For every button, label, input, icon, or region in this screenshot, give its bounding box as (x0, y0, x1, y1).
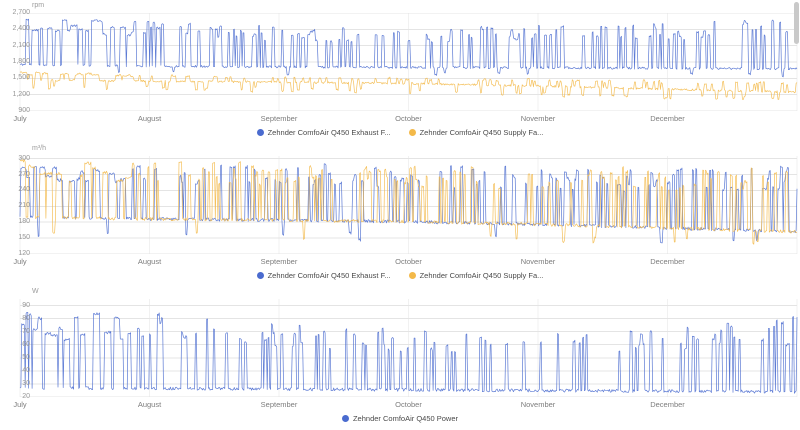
x-axis-month-label: July (13, 114, 27, 123)
y-axis-tick-label: 210 (18, 202, 30, 210)
legend-label: Zehnder ComfoAir Q450 Supply Fa... (419, 127, 544, 137)
y-axis-tick-label: 40 (22, 366, 30, 374)
x-axis-month-label: August (137, 257, 162, 266)
x-axis-month-label: September (260, 114, 298, 123)
chart-panel-airflow: m³/h 300 270 240 210 180 150 120 July August Sep… (0, 143, 800, 286)
x-axis-month-label: December (650, 400, 685, 409)
x-axis-month-label: November (520, 400, 556, 409)
y-axis-tick-label: 1,200 (12, 90, 30, 98)
y-axis-tick-label: 50 (22, 353, 30, 361)
chart-canvas (19, 299, 798, 397)
x-axis-month-label: December (650, 114, 685, 123)
y-axis-tick-label: 2,100 (12, 41, 30, 49)
legend-item[interactable]: Zehnder ComfoAir Q450 Exhaust F... (256, 127, 391, 137)
x-axis-month-label: September (260, 400, 298, 409)
y-axis-tick-label: 240 (18, 186, 30, 194)
chart-canvas (19, 156, 798, 254)
y-axis-tick-label: 70 (22, 327, 30, 335)
chart-panel-power: W 90 80 70 60 50 40 30 20 July August September Oc… (0, 286, 800, 430)
x-axis-month-label: September (260, 257, 298, 266)
y-axis-tick-label: 180 (18, 218, 30, 226)
series-line-1 (19, 71, 798, 100)
chart-plot-area[interactable]: 300 270 240 210 180 150 120 (0, 154, 800, 257)
x-axis-month-label: November (520, 257, 556, 266)
legend-label: Zehnder ComfoAir Q450 Exhaust F... (267, 270, 391, 280)
x-axis-month-label: October (395, 114, 422, 123)
chart-legend: Zehnder ComfoAir Q450 Exhaust F... Zehnde… (0, 126, 800, 138)
legend-label: Zehnder ComfoAir Q450 Exhaust F... (267, 127, 391, 137)
y-axis-tick-label: 80 (22, 314, 30, 322)
series-line-1 (20, 159, 798, 245)
y-axis-tick-label: 20 (22, 393, 30, 400)
legend-dot-icon (408, 128, 416, 136)
legend-dot-icon (341, 414, 349, 422)
legend-item[interactable]: Zehnder ComfoAir Q450 Supply Fa... (408, 270, 544, 280)
x-axis: July August September October November Decemb… (0, 400, 800, 410)
y-axis-tick-label: 900 (18, 107, 30, 114)
chart-legend: Zehnder ComfoAir Q450 Exhaust F... Zehnde… (0, 269, 800, 281)
legend-item[interactable]: Zehnder ComfoAir Q450 Power (341, 413, 459, 423)
y-axis-tick-label: 30 (22, 379, 30, 387)
legend-dot-icon (256, 271, 264, 279)
x-axis-month-label: December (650, 257, 685, 266)
y-axis-tick-label: 1,500 (12, 74, 30, 82)
x-axis-month-label: October (395, 400, 422, 409)
x-axis-month-label: July (13, 257, 27, 266)
y-axis-unit-label: rpm (32, 2, 45, 9)
legend-item[interactable]: Zehnder ComfoAir Q450 Supply Fa... (408, 127, 544, 137)
x-axis: July August September October November Decemb… (0, 257, 800, 267)
x-axis-month-label: August (137, 400, 162, 409)
y-axis-tick-label: 270 (18, 170, 30, 178)
y-axis-tick-label: 150 (18, 234, 30, 242)
chart-panel-fan-rpm: rpm 2,700 2,400 2,100 1,800 1,500 1,200 900 Ju… (0, 0, 800, 143)
x-axis-month-label: October (395, 257, 422, 266)
legend-label: Zehnder ComfoAir Q450 Power (352, 413, 459, 423)
legend-dot-icon (256, 128, 264, 136)
x-axis-month-label: July (13, 400, 27, 409)
y-axis-tick-label: 1,800 (12, 58, 30, 65)
chart-canvas (19, 13, 798, 111)
x-axis-month-label: August (137, 114, 162, 123)
y-axis-tick-label: 60 (22, 340, 30, 348)
series-line-0 (19, 311, 798, 394)
x-axis-month-label: November (520, 114, 556, 123)
legend-dot-icon (408, 271, 416, 279)
y-axis-tick-label: 300 (18, 154, 30, 162)
y-axis-tick-label: 2,700 (12, 9, 30, 16)
series-line-0 (19, 18, 798, 78)
y-axis-unit-label: W (32, 288, 39, 295)
legend-label: Zehnder ComfoAir Q450 Supply Fa... (419, 270, 544, 280)
y-axis-tick-label: 90 (22, 301, 30, 309)
y-axis-tick-label: 2,400 (12, 25, 30, 33)
legend-item[interactable]: Zehnder ComfoAir Q450 Exhaust F... (256, 270, 391, 280)
y-axis-tick-label: 120 (18, 250, 30, 257)
chart-legend: Zehnder ComfoAir Q450 Power (0, 412, 800, 424)
chart-plot-area[interactable]: 2,700 2,400 2,100 1,800 1,500 1,200 900 (0, 9, 800, 114)
x-axis: July August September October November Decemb… (0, 114, 800, 124)
y-axis-unit-label: m³/h (32, 145, 46, 152)
vertical-scrollbar-thumb[interactable] (794, 2, 799, 44)
chart-plot-area[interactable]: 90 80 70 60 50 40 30 20 (0, 299, 800, 400)
